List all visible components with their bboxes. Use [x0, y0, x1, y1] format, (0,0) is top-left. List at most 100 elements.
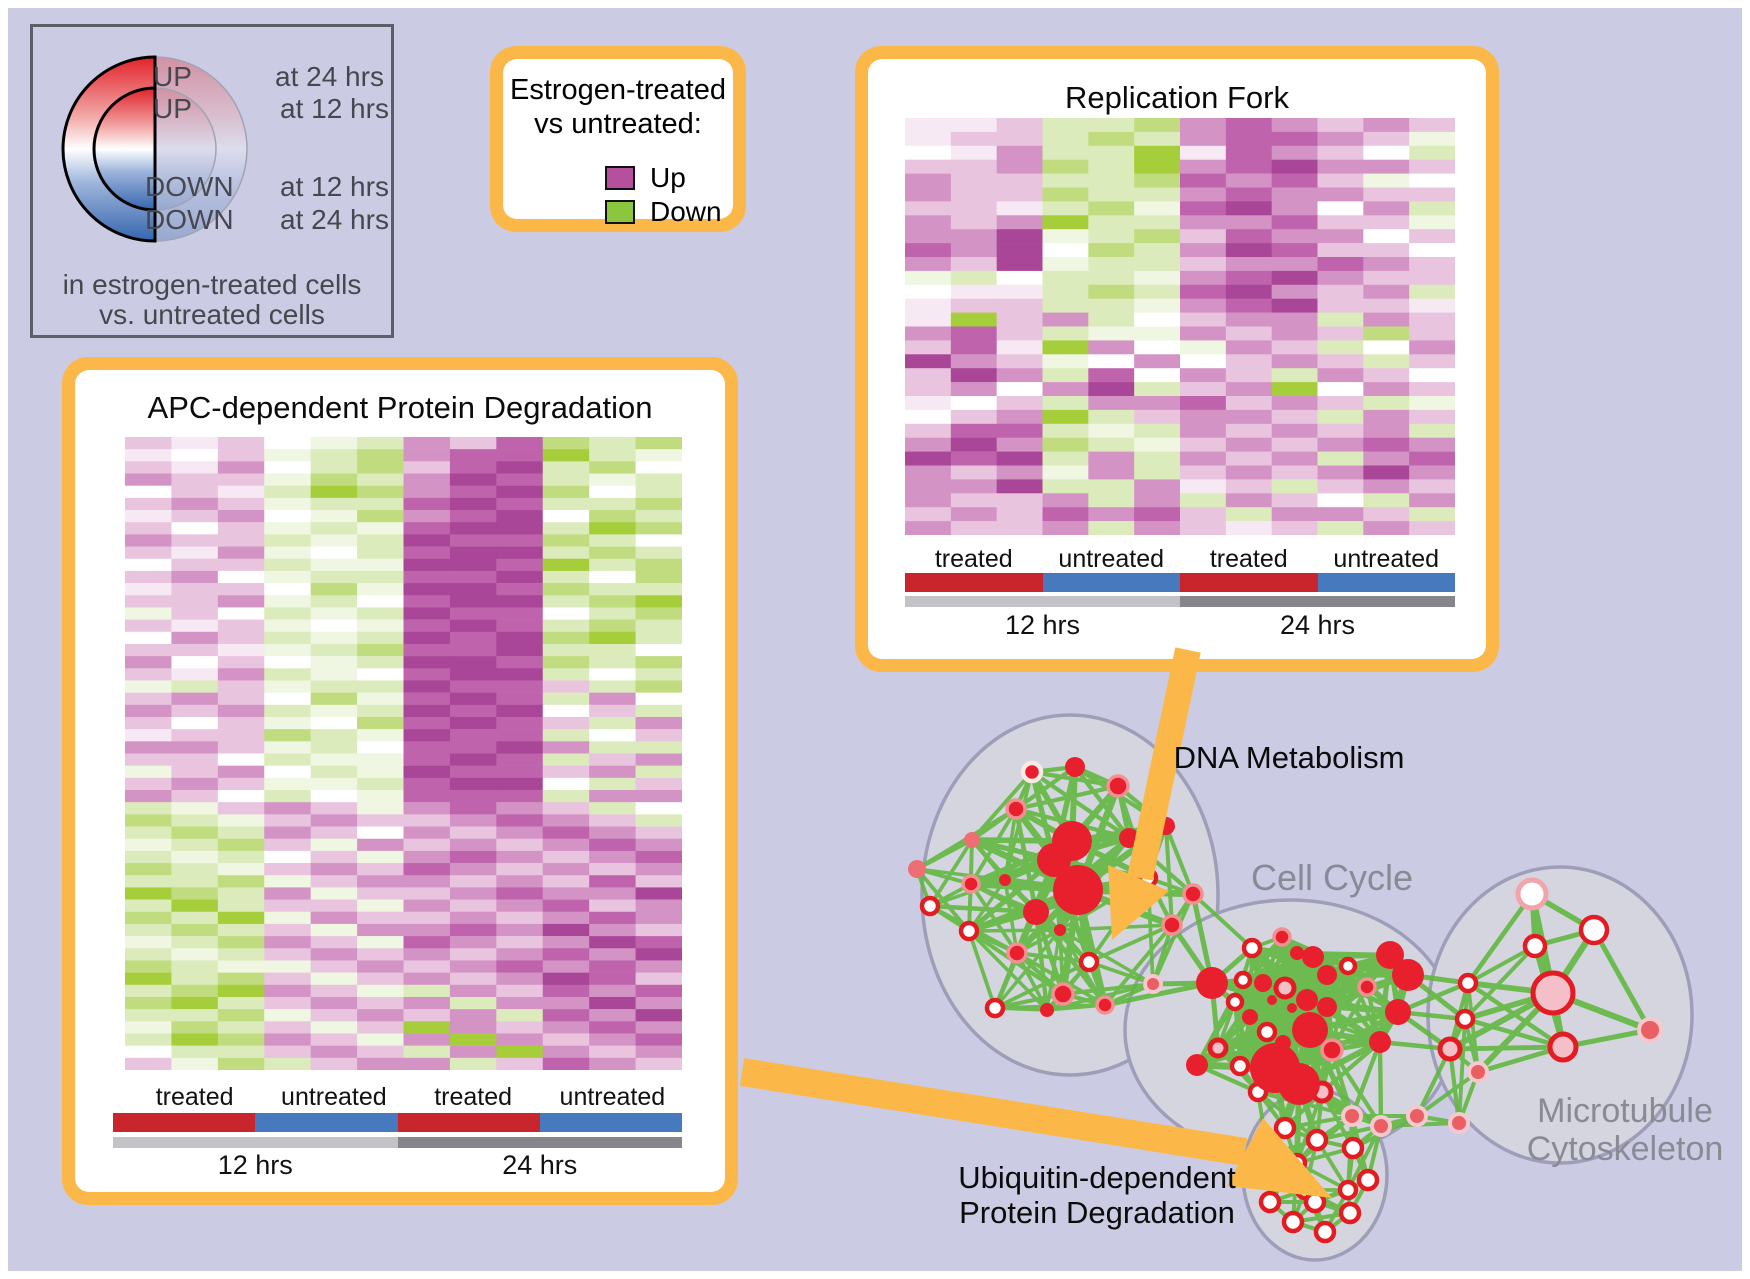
heatmap-cell	[310, 631, 359, 645]
heatmap-cell	[264, 595, 312, 608]
heatmap-cell	[1180, 437, 1227, 452]
heatmap-cell	[1317, 423, 1365, 438]
network-node	[1281, 1210, 1305, 1234]
heatmap-cell	[905, 118, 952, 133]
heatmap-cell	[403, 948, 451, 961]
heatmap-cell	[950, 284, 998, 299]
heatmap-cell	[310, 899, 359, 912]
heatmap-cell	[125, 510, 173, 523]
heatmap-cell	[589, 850, 637, 864]
heatmap-cell	[449, 558, 498, 572]
heatmap-cell	[996, 270, 1044, 286]
heatmap-cell	[1088, 201, 1136, 216]
rf-treatment-bar	[905, 573, 1455, 592]
network-node	[1522, 933, 1548, 959]
heatmap-cell	[125, 1045, 173, 1059]
down-swatch-icon	[605, 200, 635, 224]
heatmap-cell	[449, 875, 498, 888]
heatmap-cell	[1317, 368, 1365, 383]
heatmap-cell	[542, 838, 591, 852]
legend-up12-time: at 12 hrs	[280, 93, 389, 124]
heatmap-cell	[589, 1057, 637, 1070]
heatmap-cell	[996, 493, 1044, 508]
heatmap-cell	[905, 437, 952, 452]
heatmap-cell	[1363, 326, 1411, 341]
heatmap-cell	[403, 595, 451, 608]
heatmap-cell	[635, 497, 682, 511]
heatmap-cell	[264, 936, 312, 949]
heatmap-cell	[449, 850, 498, 864]
heatmap-cell	[542, 802, 591, 815]
rf-group-labels: treated untreated treated untreated	[905, 545, 1455, 574]
heatmap-cell	[905, 284, 952, 299]
heatmap-cell	[1134, 507, 1181, 522]
heatmap-cell	[542, 449, 591, 462]
heatmap-cell	[403, 765, 451, 779]
heatmap-cell	[310, 668, 359, 681]
heatmap-cell	[125, 850, 173, 864]
heatmap-cell	[996, 382, 1044, 397]
heatmap-cell	[1363, 118, 1411, 133]
heatmap-cell	[403, 863, 451, 876]
heatmap-cell	[1225, 159, 1273, 174]
network-node	[1370, 1115, 1392, 1137]
heatmap-cell	[1225, 284, 1273, 299]
heatmap-cell	[496, 753, 544, 766]
heatmap-cell	[264, 473, 312, 486]
heatmap-cell	[496, 875, 544, 888]
heatmap-cell	[542, 656, 591, 669]
heatmap-cell	[217, 911, 266, 925]
heatmap-cell	[217, 777, 266, 791]
heatmap-cell	[635, 814, 682, 827]
heatmap-cell	[1134, 284, 1181, 299]
heatmap-cell	[542, 923, 591, 937]
heatmap-cell	[1180, 382, 1227, 397]
heatmap-cell	[449, 863, 498, 876]
heatmap-cell	[217, 948, 266, 961]
network-edge	[967, 858, 1056, 933]
heatmap-cell	[1271, 118, 1319, 133]
heatmap-cell	[950, 437, 998, 452]
heatmap-cell	[171, 753, 219, 766]
heatmap-cell	[357, 546, 405, 559]
heatmap-cell	[542, 936, 591, 949]
network-node	[1250, 1043, 1300, 1093]
heatmap-cell	[125, 473, 173, 486]
heatmap-cell	[1271, 451, 1319, 466]
heatmap-cell	[264, 534, 312, 547]
heatmap-cell	[905, 493, 952, 508]
heatmap-cell	[449, 729, 498, 742]
heatmap-cell	[171, 1045, 219, 1059]
heatmap-cell	[1363, 270, 1411, 286]
heatmap-cell	[1363, 187, 1411, 202]
heatmap-cell	[589, 984, 637, 998]
network-node	[1320, 1038, 1344, 1062]
heatmap-cell	[589, 449, 637, 462]
heatmap-cell	[403, 814, 451, 827]
heatmap-cell	[125, 936, 173, 949]
heatmap-cell	[1088, 521, 1136, 535]
network-edge	[1088, 960, 1154, 986]
heatmap-cell	[217, 1009, 266, 1022]
heatmap-cell	[496, 473, 544, 486]
heatmap-cell	[1042, 298, 1090, 313]
heatmap-cell	[1088, 312, 1136, 327]
heatmap-cell	[264, 850, 312, 864]
heatmap-cell	[357, 558, 405, 572]
heatmap-cell	[403, 643, 451, 657]
heatmap-cell	[496, 558, 544, 572]
heatmap-cell	[310, 704, 359, 718]
heatmap-cell	[264, 497, 312, 511]
heatmap-cell	[905, 229, 952, 244]
heatmap-cell	[496, 960, 544, 973]
network-node	[1369, 1031, 1391, 1053]
heatmap-cell	[589, 1021, 637, 1034]
heatmap-cell	[905, 131, 952, 147]
heatmap-cell	[1088, 131, 1136, 147]
heatmap-cell	[171, 1009, 219, 1022]
heatmap-cell	[310, 729, 359, 742]
heatmap-cell	[1042, 423, 1090, 438]
network-node	[964, 832, 980, 848]
heatmap-cell	[996, 187, 1044, 202]
heatmap-cell	[542, 863, 591, 876]
